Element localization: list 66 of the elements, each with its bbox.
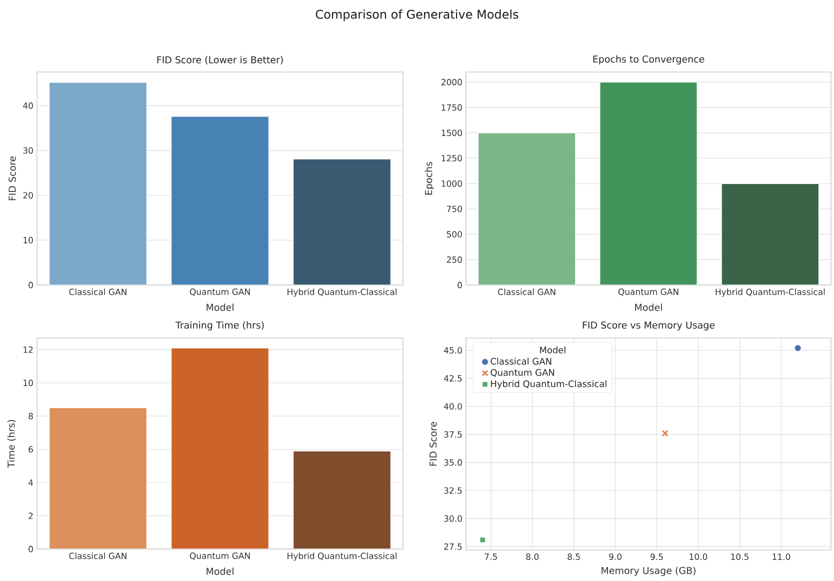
- y-tick-label: 10: [24, 236, 33, 244]
- y-tick-label: 1500: [442, 130, 462, 136]
- y-tick-label: 27.5: [444, 543, 462, 550]
- point: [662, 430, 668, 437]
- x-axis-title: Model: [206, 568, 234, 575]
- y-tick-label: 10: [24, 380, 33, 386]
- y-tick-label: 40: [23, 102, 33, 109]
- y-tick-label: 35.0: [444, 459, 462, 466]
- x-tick-label: Classical GAN: [498, 288, 556, 296]
- y-tick-label: 42.5: [444, 375, 462, 382]
- y-tick-label: 250: [446, 256, 462, 263]
- x-tick-label: Classical GAN: [69, 288, 126, 296]
- chart-title: Epochs to Convergence: [593, 55, 704, 64]
- x-axis-title: Memory Usage (GB): [602, 566, 696, 576]
- y-tick-label: 500: [446, 231, 462, 238]
- y-axis-title: Time (hrs): [7, 420, 16, 468]
- x-axis-title: Model: [635, 304, 662, 311]
- x-tick-label: 10.0: [690, 554, 708, 560]
- y-tick-label: 750: [446, 206, 462, 212]
- x-tick-label: 8.0: [526, 554, 539, 560]
- y-tick-label: 4: [28, 479, 34, 486]
- chart-title: Training Time (hrs): [175, 321, 264, 330]
- x-tick-label: Quantum GAN: [618, 288, 678, 296]
- y-tick-label: 37.5: [444, 431, 462, 438]
- legend-title: Model: [540, 346, 566, 354]
- x-tick-label: 8.5: [568, 554, 580, 560]
- y-tick-label: 30.0: [444, 515, 462, 522]
- y-tick-label: 32.5: [444, 487, 462, 494]
- chart-title: FID Score (Lower is Better): [157, 56, 283, 64]
- y-tick-label: 2000: [441, 78, 462, 86]
- x-tick-label: Hybrid Quantum-Classical: [716, 288, 825, 297]
- y-axis-title: FID Score: [8, 156, 16, 200]
- y-tick-label: 1000: [442, 180, 462, 187]
- x-tick-label: Hybrid Quantum-Classical: [288, 552, 396, 561]
- y-tick-label: 0: [28, 546, 33, 552]
- x-tick-label: 11.0: [772, 554, 790, 560]
- legend-label: Quantum GAN: [490, 369, 554, 377]
- y-tick-label: 40.0: [444, 403, 462, 410]
- y-axis-title: FID Score: [430, 422, 437, 466]
- y-tick-label: 8: [28, 412, 33, 420]
- x-tick-label: Hybrid Quantum-Classical: [288, 288, 396, 297]
- y-tick-label: 1250: [442, 154, 462, 162]
- x-tick-label: Quantum GAN: [190, 288, 250, 296]
- legend-label: Hybrid Quantum-Classical: [491, 380, 606, 389]
- y-tick-label: 2: [28, 512, 33, 519]
- y-tick-label: 6: [28, 446, 33, 453]
- x-tick-label: Quantum GAN: [190, 552, 250, 560]
- point: [480, 537, 486, 543]
- text: Comparison of Generative Models: [316, 10, 518, 22]
- x-tick-label: 10.5: [731, 554, 748, 560]
- y-tick-label: 12: [24, 346, 33, 353]
- y-tick-label: 0: [458, 282, 462, 288]
- x-tick-label: 7.5: [484, 554, 497, 560]
- point: [794, 344, 802, 352]
- y-tick-label: 45.0: [444, 347, 462, 354]
- y-tick-label: 30: [23, 147, 33, 154]
- y-tick-label: 0: [28, 282, 33, 288]
- y-tick-label: 1750: [442, 104, 462, 111]
- y-tick-label: 20: [23, 192, 33, 199]
- chart-title: FID Score vs Memory Usage: [582, 321, 715, 330]
- x-tick-label: 9.0: [609, 554, 622, 560]
- x-tick-label: 9.5: [650, 554, 663, 560]
- x-tick-label: Classical GAN: [69, 552, 126, 560]
- x-axis-title: Model: [206, 304, 234, 311]
- legend-label: Classical GAN: [490, 358, 552, 365]
- y-axis-title: Epochs: [424, 162, 434, 195]
